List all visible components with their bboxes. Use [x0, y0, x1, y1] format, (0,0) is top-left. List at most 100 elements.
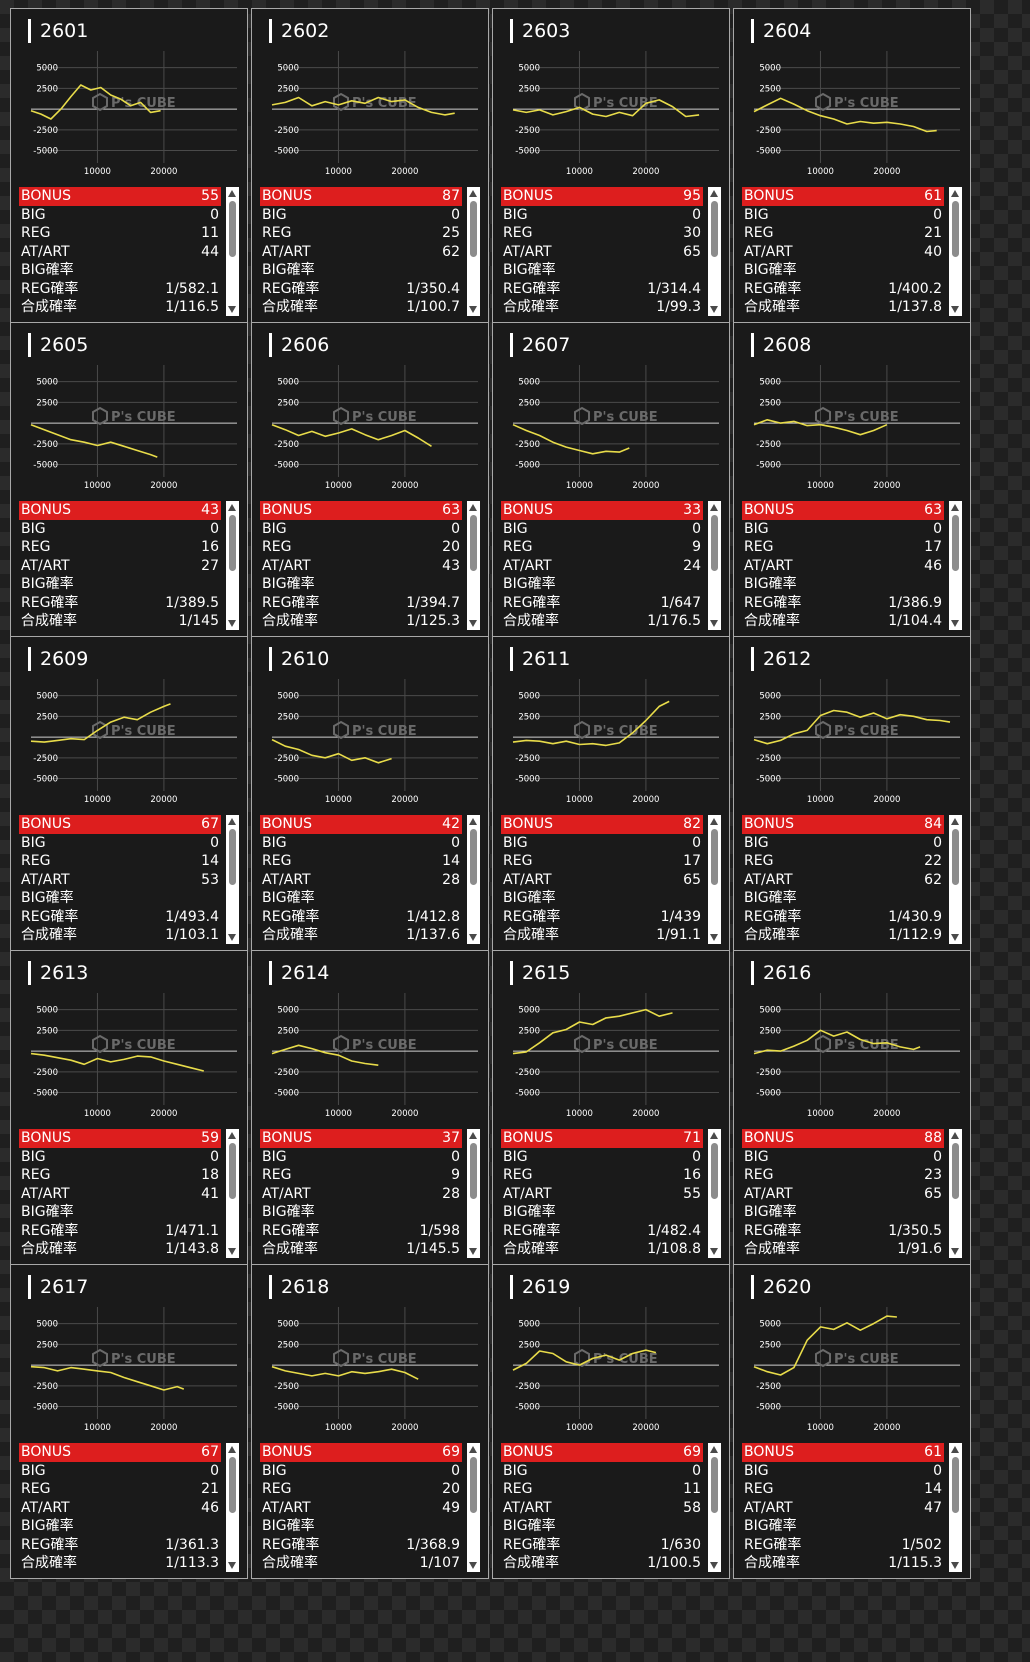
- scroll-up-arrow-icon[interactable]: [951, 1132, 959, 1139]
- machine-card[interactable]: 2604 5000 2500 -2500 -5000 10000 20000 P's CUBE…: [733, 8, 971, 323]
- scroll-down-arrow-icon[interactable]: [951, 934, 959, 941]
- stats-scrollbar[interactable]: [226, 1443, 239, 1572]
- scrollbar-thumb[interactable]: [229, 1457, 236, 1513]
- stats-panel[interactable]: BONUS 55 BIG 0 REG 11 AT/ART 44 BIG確率 REG確率 1/582.…: [19, 187, 239, 317]
- scroll-up-arrow-icon[interactable]: [469, 1446, 477, 1453]
- scroll-down-arrow-icon[interactable]: [228, 620, 236, 627]
- stats-panel[interactable]: BONUS 67 BIG 0 REG 14 AT/ART 53 BIG確率 REG確率 1/493.…: [19, 815, 239, 945]
- stats-scrollbar[interactable]: [226, 501, 239, 630]
- stats-scrollbar[interactable]: [226, 187, 239, 316]
- scroll-up-arrow-icon[interactable]: [228, 1132, 236, 1139]
- machine-card[interactable]: 2613 5000 2500 -2500 -5000 10000 20000 P's CUBE…: [10, 950, 248, 1265]
- stats-scrollbar[interactable]: [467, 187, 480, 316]
- scrollbar-thumb[interactable]: [952, 1143, 959, 1199]
- machine-card[interactable]: 2607 5000 2500 -2500 -5000 10000 20000 P's CUBE…: [492, 322, 730, 637]
- machine-card[interactable]: 2602 5000 2500 -2500 -5000 10000 20000 P's CUBE…: [251, 8, 489, 323]
- scrollbar-thumb[interactable]: [470, 1457, 477, 1513]
- stats-panel[interactable]: BONUS 33 BIG 0 REG 9 AT/ART 24 BIG確率 REG確率 1/647 合成…: [501, 501, 721, 631]
- stats-scrollbar[interactable]: [226, 815, 239, 944]
- scrollbar-thumb[interactable]: [229, 515, 236, 571]
- stats-panel[interactable]: BONUS 37 BIG 0 REG 9 AT/ART 28 BIG確率 REG確率 1/598 合成…: [260, 1129, 480, 1259]
- scrollbar-thumb[interactable]: [711, 1143, 718, 1199]
- scroll-up-arrow-icon[interactable]: [469, 1132, 477, 1139]
- stats-panel[interactable]: BONUS 95 BIG 0 REG 30 AT/ART 65 BIG確率 REG確率 1/314.…: [501, 187, 721, 317]
- stats-panel[interactable]: BONUS 87 BIG 0 REG 25 AT/ART 62 BIG確率 REG確率 1/350.…: [260, 187, 480, 317]
- stats-panel[interactable]: BONUS 43 BIG 0 REG 16 AT/ART 27 BIG確率 REG確率 1/389.…: [19, 501, 239, 631]
- scroll-down-arrow-icon[interactable]: [710, 934, 718, 941]
- machine-card[interactable]: 2609 5000 2500 -2500 -5000 10000 20000 P's CUBE…: [10, 636, 248, 951]
- stats-panel[interactable]: BONUS 67 BIG 0 REG 21 AT/ART 46 BIG確率 REG確率 1/361.…: [19, 1443, 239, 1573]
- stats-panel[interactable]: BONUS 82 BIG 0 REG 17 AT/ART 65 BIG確率 REG確率 1/439 合…: [501, 815, 721, 945]
- stats-scrollbar[interactable]: [467, 815, 480, 944]
- stats-panel[interactable]: BONUS 61 BIG 0 REG 14 AT/ART 47 BIG確率 REG確率 1/502 合…: [742, 1443, 962, 1573]
- stats-panel[interactable]: BONUS 42 BIG 0 REG 14 AT/ART 28 BIG確率 REG確率 1/412.…: [260, 815, 480, 945]
- machine-card[interactable]: 2606 5000 2500 -2500 -5000 10000 20000 P's CUBE…: [251, 322, 489, 637]
- machine-card[interactable]: 2601 5000 2500 -2500 -5000 10000 20000 P's CUBE…: [10, 8, 248, 323]
- stats-panel[interactable]: BONUS 69 BIG 0 REG 11 AT/ART 58 BIG確率 REG確率 1/630 合…: [501, 1443, 721, 1573]
- machine-card[interactable]: 2608 5000 2500 -2500 -5000 10000 20000 P's CUBE…: [733, 322, 971, 637]
- scroll-down-arrow-icon[interactable]: [228, 934, 236, 941]
- machine-card[interactable]: 2620 5000 2500 -2500 -5000 10000 20000 P's CUBE…: [733, 1264, 971, 1579]
- scroll-up-arrow-icon[interactable]: [710, 190, 718, 197]
- stats-scrollbar[interactable]: [226, 1129, 239, 1258]
- machine-card[interactable]: 2603 5000 2500 -2500 -5000 10000 20000 P's CUBE…: [492, 8, 730, 323]
- stats-scrollbar[interactable]: [467, 501, 480, 630]
- stats-panel[interactable]: BONUS 63 BIG 0 REG 17 AT/ART 46 BIG確率 REG確率 1/386.…: [742, 501, 962, 631]
- scroll-down-arrow-icon[interactable]: [228, 306, 236, 313]
- machine-card[interactable]: 2615 5000 2500 -2500 -5000 10000 20000 P's CUBE…: [492, 950, 730, 1265]
- machine-card[interactable]: 2616 5000 2500 -2500 -5000 10000 20000 P's CUBE…: [733, 950, 971, 1265]
- stats-panel[interactable]: BONUS 59 BIG 0 REG 18 AT/ART 41 BIG確率 REG確率 1/471.…: [19, 1129, 239, 1259]
- scroll-up-arrow-icon[interactable]: [710, 504, 718, 511]
- scrollbar-thumb[interactable]: [711, 515, 718, 571]
- scroll-up-arrow-icon[interactable]: [469, 504, 477, 511]
- scroll-up-arrow-icon[interactable]: [951, 818, 959, 825]
- stats-scrollbar[interactable]: [708, 1443, 721, 1572]
- scrollbar-thumb[interactable]: [711, 1457, 718, 1513]
- scrollbar-thumb[interactable]: [711, 829, 718, 885]
- scroll-down-arrow-icon[interactable]: [469, 934, 477, 941]
- scroll-up-arrow-icon[interactable]: [951, 1446, 959, 1453]
- machine-card[interactable]: 2605 5000 2500 -2500 -5000 10000 20000 P's CUBE…: [10, 322, 248, 637]
- scroll-up-arrow-icon[interactable]: [710, 818, 718, 825]
- scroll-down-arrow-icon[interactable]: [951, 1562, 959, 1569]
- scroll-down-arrow-icon[interactable]: [951, 306, 959, 313]
- scrollbar-thumb[interactable]: [952, 515, 959, 571]
- stats-scrollbar[interactable]: [949, 501, 962, 630]
- scroll-down-arrow-icon[interactable]: [469, 620, 477, 627]
- scrollbar-thumb[interactable]: [952, 829, 959, 885]
- scroll-down-arrow-icon[interactable]: [469, 1248, 477, 1255]
- stats-scrollbar[interactable]: [708, 187, 721, 316]
- scroll-up-arrow-icon[interactable]: [228, 190, 236, 197]
- stats-panel[interactable]: BONUS 71 BIG 0 REG 16 AT/ART 55 BIG確率 REG確率 1/482.…: [501, 1129, 721, 1259]
- stats-panel[interactable]: BONUS 88 BIG 0 REG 23 AT/ART 65 BIG確率 REG確率 1/350.…: [742, 1129, 962, 1259]
- scrollbar-thumb[interactable]: [470, 829, 477, 885]
- stats-panel[interactable]: BONUS 63 BIG 0 REG 20 AT/ART 43 BIG確率 REG確率 1/394.…: [260, 501, 480, 631]
- stats-scrollbar[interactable]: [708, 815, 721, 944]
- machine-card[interactable]: 2611 5000 2500 -2500 -5000 10000 20000 P's CUBE…: [492, 636, 730, 951]
- scroll-down-arrow-icon[interactable]: [469, 1562, 477, 1569]
- scroll-down-arrow-icon[interactable]: [710, 620, 718, 627]
- scroll-down-arrow-icon[interactable]: [951, 1248, 959, 1255]
- scroll-down-arrow-icon[interactable]: [951, 620, 959, 627]
- scroll-up-arrow-icon[interactable]: [469, 190, 477, 197]
- scroll-up-arrow-icon[interactable]: [951, 190, 959, 197]
- scroll-up-arrow-icon[interactable]: [951, 504, 959, 511]
- scrollbar-thumb[interactable]: [952, 201, 959, 257]
- scrollbar-thumb[interactable]: [229, 1143, 236, 1199]
- scroll-down-arrow-icon[interactable]: [228, 1562, 236, 1569]
- scroll-up-arrow-icon[interactable]: [469, 818, 477, 825]
- scroll-up-arrow-icon[interactable]: [710, 1132, 718, 1139]
- stats-scrollbar[interactable]: [467, 1129, 480, 1258]
- machine-card[interactable]: 2610 5000 2500 -2500 -5000 10000 20000 P's CUBE…: [251, 636, 489, 951]
- scroll-up-arrow-icon[interactable]: [710, 1446, 718, 1453]
- stats-scrollbar[interactable]: [708, 501, 721, 630]
- stats-scrollbar[interactable]: [708, 1129, 721, 1258]
- scroll-up-arrow-icon[interactable]: [228, 504, 236, 511]
- scroll-down-arrow-icon[interactable]: [710, 306, 718, 313]
- machine-card[interactable]: 2618 5000 2500 -2500 -5000 10000 20000 P's CUBE…: [251, 1264, 489, 1579]
- scroll-down-arrow-icon[interactable]: [469, 306, 477, 313]
- stats-scrollbar[interactable]: [949, 1443, 962, 1572]
- scrollbar-thumb[interactable]: [470, 515, 477, 571]
- scroll-down-arrow-icon[interactable]: [710, 1562, 718, 1569]
- scrollbar-thumb[interactable]: [229, 201, 236, 257]
